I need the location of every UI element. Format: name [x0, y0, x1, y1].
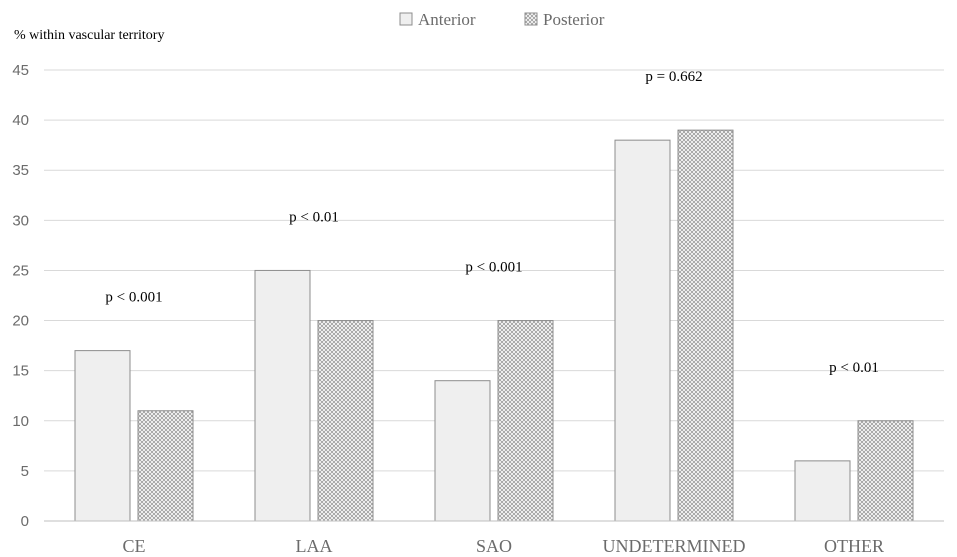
y-tick-label: 40: [12, 112, 29, 129]
x-tick-label: OTHER: [824, 536, 884, 556]
p-value-label: p < 0.01: [829, 360, 879, 376]
bar-posterior-sao: [497, 320, 554, 522]
bar-posterior-ce: [137, 410, 194, 522]
bars: [74, 129, 914, 522]
y-tick-label: 20: [12, 313, 29, 330]
y-tick-label: 35: [12, 162, 29, 179]
x-tick-label: SAO: [476, 536, 512, 556]
y-tick-label: 15: [12, 363, 29, 380]
p-value-label: p < 0.01: [289, 209, 339, 225]
p-value-annotations: p < 0.001 p < 0.01 p < 0.001 p = 0.662 p < 0…: [105, 69, 878, 376]
y-tick-labels: 0 5 10 15 20 25 30 35 40 45: [12, 62, 29, 530]
bar-anterior-laa: [254, 269, 311, 522]
x-tick-label: CE: [122, 536, 145, 556]
y-tick-label: 45: [12, 62, 29, 79]
x-tick-label: LAA: [296, 536, 333, 556]
y-tick-label: 30: [12, 212, 29, 229]
bar-anterior-other: [794, 460, 851, 522]
y-axis-title: % within vascular territory: [14, 28, 164, 43]
y-tick-label: 0: [21, 513, 29, 530]
legend: Anterior Posterior: [399, 10, 605, 29]
p-value-label: p < 0.001: [105, 290, 162, 306]
legend-label-anterior: Anterior: [418, 10, 476, 29]
p-value-label: p = 0.662: [645, 69, 702, 85]
x-tick-label: UNDETERMINED: [603, 536, 746, 556]
legend-swatch-posterior: [524, 12, 538, 26]
x-tick-labels: CE LAA SAO UNDETERMINED OTHER: [122, 536, 884, 556]
p-value-label: p < 0.001: [465, 260, 522, 276]
legend-label-posterior: Posterior: [543, 10, 605, 29]
bar-anterior-undetermined: [614, 139, 671, 522]
bar-posterior-other: [857, 420, 914, 522]
y-tick-label: 10: [12, 413, 29, 430]
bar-anterior-sao: [434, 380, 491, 522]
bar-posterior-undetermined: [677, 129, 734, 522]
y-tick-label: 5: [21, 463, 29, 480]
y-tick-label: 25: [12, 262, 29, 279]
legend-swatch-anterior: [399, 12, 413, 26]
bar-posterior-laa: [317, 320, 374, 522]
bar-anterior-ce: [74, 350, 131, 522]
gridlines: [44, 69, 944, 472]
